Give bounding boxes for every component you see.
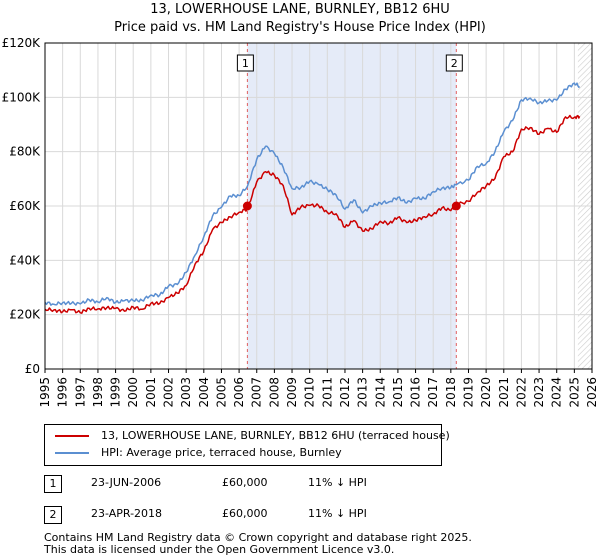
x-tick-label: 1997 — [73, 377, 87, 408]
transaction-hpi-diff: 11% ↓ HPI — [308, 476, 367, 489]
x-tick-label: 2014 — [373, 377, 387, 408]
transaction-date: 23-APR-2018 — [91, 507, 163, 520]
sale-point — [242, 201, 252, 211]
footer-line1: Contains HM Land Registry data © Crown c… — [44, 531, 472, 544]
x-tick-label: 2006 — [232, 377, 246, 408]
y-tick-label: £60K — [9, 199, 41, 213]
x-tick-label: 2026 — [585, 377, 599, 408]
x-tick-label: 2015 — [391, 377, 405, 408]
x-tick-label: 2024 — [550, 377, 564, 408]
legend-swatch-property — [55, 435, 89, 437]
x-tick-label: 2013 — [356, 377, 370, 408]
y-tick-label: £100K — [2, 90, 42, 104]
chart-title-line2: Price paid vs. HM Land Registry's House … — [114, 20, 486, 35]
x-tick-label: 2020 — [479, 377, 493, 408]
x-tick-label: 2010 — [303, 377, 317, 408]
sale-point — [451, 201, 461, 211]
series-line-property — [44, 114, 581, 314]
transaction-price: £60,000 — [222, 507, 268, 520]
sale-marker-label: 2 — [451, 57, 458, 70]
price-chart: £0 £20K £40K £60K £80K £100K £120K 1995 1996 1997… — [2, 36, 599, 408]
transaction-hpi-diff: 11% ↓ HPI — [308, 507, 367, 520]
x-tick-label: 2016 — [409, 377, 423, 408]
x-tick-label: 2009 — [285, 377, 299, 408]
footer-attribution: Contains HM Land Registry data © Crown c… — [44, 532, 472, 556]
x-tick-label: 2003 — [179, 377, 193, 408]
footer-line2: This data is licensed under the Open Gov… — [44, 543, 395, 556]
chart-title-line1: 13, LOWERHOUSE LANE, BURNLEY, BB12 6HU — [150, 2, 450, 17]
chart-legend: 13, LOWERHOUSE LANE, BURNLEY, BB12 6HU (… — [44, 424, 450, 466]
sale-marker-box — [445, 54, 463, 72]
x-tick-label: 2019 — [461, 377, 475, 408]
x-tick-label: 2022 — [514, 377, 528, 408]
transaction-row: 2 23-APR-2018 £60,000 11% ↓ HPI — [44, 503, 564, 525]
legend-label-property: 13, LOWERHOUSE LANE, BURNLEY, BB12 6HU (… — [101, 429, 450, 442]
x-tick-label: 2001 — [144, 377, 158, 408]
x-tick-label: 2023 — [532, 377, 546, 408]
x-tick-label: 2004 — [197, 377, 211, 408]
plot-frame — [44, 42, 593, 370]
x-tick-label: 2005 — [214, 377, 228, 408]
y-tick-label: £120K — [2, 36, 42, 50]
sale-marker-box — [236, 54, 254, 72]
x-tick-label: 1995 — [38, 377, 52, 408]
transaction-row: 1 23-JUN-2006 £60,000 11% ↓ HPI — [44, 472, 564, 494]
legend-swatch-hpi — [55, 452, 89, 454]
x-tick-label: 2007 — [250, 377, 264, 408]
x-tick-label: 2017 — [426, 377, 440, 408]
y-tick-label: £40K — [9, 253, 41, 267]
x-tick-label: 1998 — [91, 377, 105, 408]
x-tick-label: 2008 — [267, 377, 281, 408]
x-tick-label: 2025 — [567, 377, 581, 408]
x-tick-label: 2002 — [162, 377, 176, 408]
sale-marker-label: 1 — [242, 57, 249, 70]
x-tick-label: 2018 — [444, 377, 458, 408]
y-tick-label: £80K — [9, 145, 41, 159]
x-tick-label: 2012 — [338, 377, 352, 408]
transaction-number: 1 — [44, 475, 62, 493]
transaction-price: £60,000 — [222, 476, 268, 489]
x-tick-label: 1996 — [56, 377, 70, 408]
y-tick-label: £0 — [25, 362, 40, 376]
x-tick-label: 2021 — [497, 377, 511, 408]
legend-label-hpi: HPI: Average price, terraced house, Burn… — [101, 446, 342, 459]
transaction-date: 23-JUN-2006 — [91, 476, 162, 489]
x-tick-label: 1999 — [109, 377, 123, 408]
transaction-number: 2 — [44, 506, 62, 524]
x-tick-label: 2000 — [126, 377, 140, 408]
series-line-hpi — [44, 82, 581, 306]
y-tick-label: £20K — [9, 308, 41, 322]
x-tick-label: 2011 — [320, 377, 334, 408]
